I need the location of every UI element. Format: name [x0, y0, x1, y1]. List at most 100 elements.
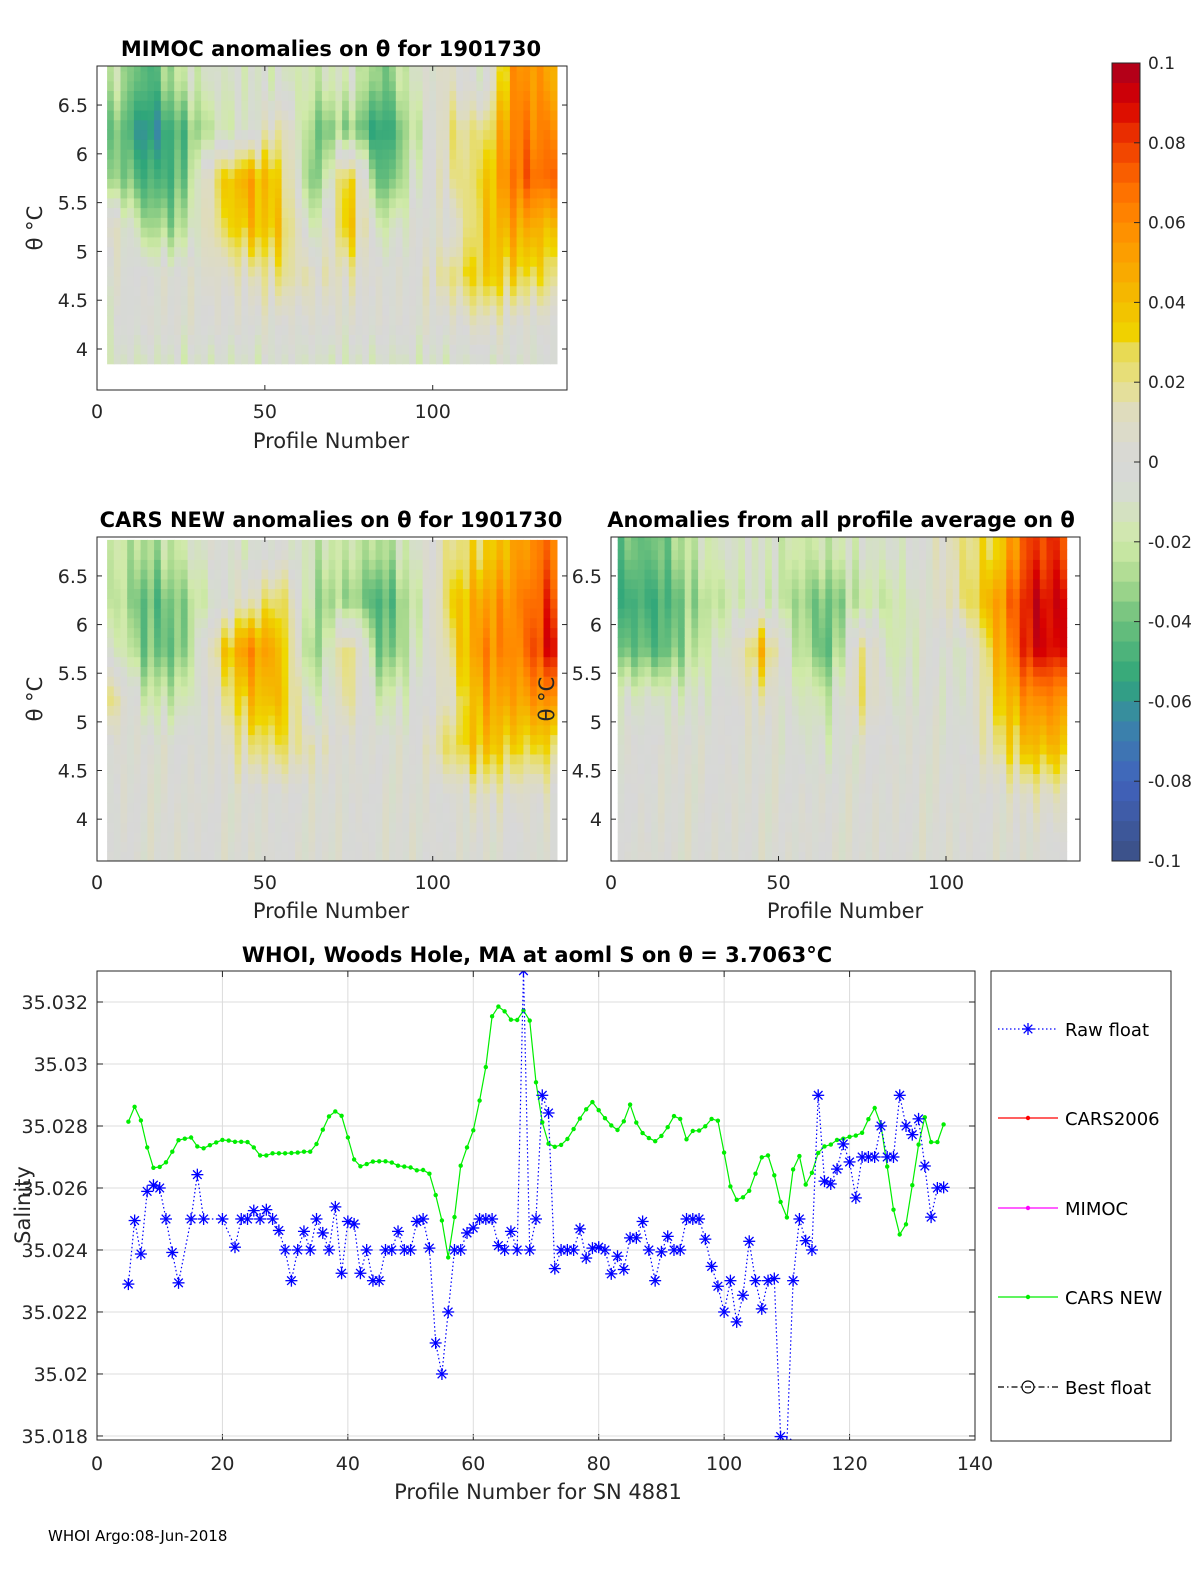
- heatmap-cell: [637, 646, 646, 658]
- heatmap-cell: [718, 812, 726, 823]
- heatmap-cell: [301, 207, 310, 218]
- heatmap-cell: [154, 841, 162, 852]
- heatmap-cell: [678, 851, 686, 861]
- heatmap-cell: [281, 334, 289, 345]
- heatmap-cell: [503, 627, 511, 638]
- heatmap-cell: [180, 256, 189, 267]
- heatmap-cell: [288, 109, 296, 121]
- heatmap-cell: [308, 207, 316, 218]
- heatmap-cell: [503, 598, 511, 609]
- heatmap-cell: [422, 334, 430, 345]
- heatmap-cell: [462, 100, 471, 111]
- heatmap-cell: [483, 695, 491, 706]
- heatmap-cell: [167, 139, 175, 150]
- heatmap-cell: [288, 236, 296, 248]
- heatmap-cell: [308, 129, 316, 140]
- heatmap-cell: [174, 841, 182, 852]
- heatmap-cell: [174, 305, 182, 316]
- heatmap-cell: [194, 724, 202, 736]
- heatmap-cell: [731, 617, 739, 629]
- heatmap-cell: [321, 539, 330, 551]
- heatmap-cell: [355, 100, 363, 111]
- heatmap-cell: [543, 178, 551, 189]
- heatmap-cell: [348, 666, 357, 677]
- heatmap-cell: [442, 715, 451, 726]
- heatmap-cell: [503, 851, 511, 861]
- heatmap-cell: [335, 324, 343, 335]
- heatmap-cell: [342, 783, 350, 794]
- heatmap-cell: [315, 236, 323, 248]
- heatmap-cell: [462, 754, 471, 765]
- heatmap-cell: [348, 334, 357, 345]
- heatmap-cell: [711, 549, 719, 560]
- heatmap-cell: [718, 537, 726, 541]
- heatmap-cell: [113, 812, 122, 823]
- heatmap-cell: [389, 256, 397, 267]
- heatmap-cell: [375, 734, 383, 745]
- heatmap-cell: [476, 266, 484, 277]
- heatmap-cell: [422, 217, 430, 228]
- heatmap-cell: [248, 695, 256, 706]
- heatmap-cell: [201, 695, 209, 706]
- heatmap-cell: [382, 100, 390, 111]
- heatmap-cell: [355, 783, 363, 794]
- heatmap-cell: [678, 559, 686, 570]
- heatmap-cell: [362, 841, 370, 852]
- heatmap-cell: [671, 841, 679, 852]
- heatmap-cell: [462, 119, 471, 131]
- heatmap-cell: [241, 246, 249, 257]
- heatmap-cell: [483, 792, 491, 804]
- heatmap-cell: [368, 831, 377, 843]
- heatmap-cell: [402, 149, 410, 160]
- heatmap-cell: [449, 608, 457, 619]
- heatmap-cell: [637, 685, 646, 697]
- heatmap-cell: [328, 851, 336, 861]
- heatmap-cell: [550, 149, 558, 160]
- heatmap-cell: [617, 676, 625, 687]
- heatmap-cell: [389, 792, 397, 804]
- heatmap-cell: [295, 812, 303, 823]
- heatmap-cell: [120, 802, 128, 813]
- heatmap-cell: [140, 617, 148, 629]
- heatmap-cell: [617, 792, 625, 804]
- heatmap-cell: [476, 256, 484, 267]
- heatmap-cell: [469, 792, 477, 804]
- heatmap-cell: [456, 80, 464, 91]
- heatmap-cell: [456, 822, 464, 833]
- heatmap-cell: [429, 305, 437, 316]
- heatmap-cell: [382, 627, 390, 638]
- heatmap-cell: [684, 831, 692, 843]
- heatmap-cell: [409, 149, 417, 160]
- heatmap-cell: [671, 763, 679, 774]
- heatmap-cell: [288, 119, 296, 131]
- heatmap-cell: [637, 822, 646, 833]
- heatmap-cell: [402, 627, 410, 638]
- heatmap-cell: [328, 831, 336, 843]
- heatmap-cell: [402, 705, 410, 716]
- heatmap-cell: [415, 812, 424, 823]
- heatmap-cell: [355, 831, 363, 843]
- heatmap-cell: [415, 314, 424, 326]
- heatmap-cell: [214, 266, 222, 277]
- heatmap-cell: [342, 539, 350, 551]
- heatmap-cell: [395, 305, 404, 316]
- heatmap-cell: [483, 158, 491, 170]
- heatmap-cell: [422, 353, 430, 365]
- heatmap-cell: [194, 783, 202, 794]
- heatmap-cell: [415, 266, 424, 277]
- heatmap-cell: [308, 734, 316, 745]
- heatmap-cell: [227, 246, 236, 257]
- heatmap-cell: [147, 831, 155, 843]
- heatmap-cell: [140, 275, 148, 287]
- heatmap-cell: [133, 695, 142, 706]
- heatmap-cell: [254, 324, 263, 335]
- heatmap-cell: [241, 188, 249, 199]
- heatmap-cell: [704, 695, 713, 706]
- heatmap-cell: [543, 188, 551, 199]
- heatmap-cell: [214, 783, 222, 794]
- heatmap-cell: [530, 734, 538, 745]
- heatmap-cell: [301, 792, 310, 804]
- heatmap-cell: [254, 705, 263, 716]
- heatmap-cell: [523, 80, 531, 91]
- heatmap-cell: [395, 158, 404, 170]
